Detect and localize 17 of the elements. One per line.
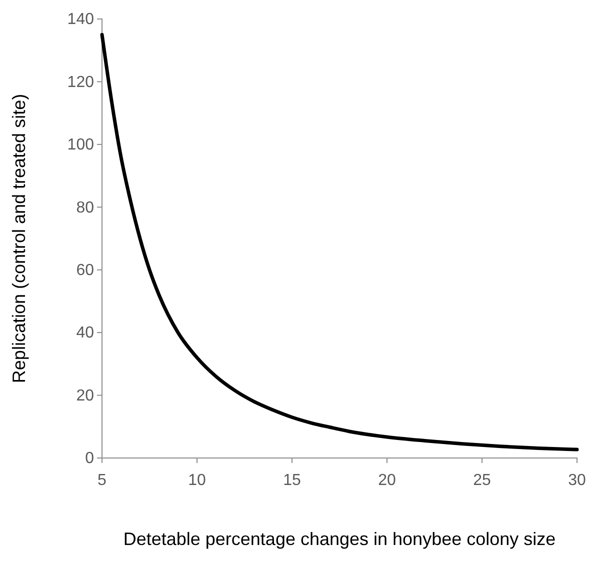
y-tick-label: 60 <box>76 262 94 279</box>
y-tick-label: 140 <box>67 11 94 28</box>
x-tick-label: 20 <box>378 472 396 490</box>
x-tick-label: 10 <box>188 472 206 490</box>
y-tick-label: 80 <box>76 199 94 216</box>
y-tick-label: 20 <box>76 387 94 404</box>
x-axis-title: Detetable percentage changes in honybee colony size <box>123 529 556 549</box>
y-tick-label: 100 <box>67 136 94 154</box>
y-tick-label: 0 <box>85 450 94 468</box>
y-axis-title: Replication (control and treated site) <box>9 94 29 384</box>
x-tick-label: 15 <box>283 472 301 490</box>
line-series <box>100 32 579 452</box>
y-tick-label: 120 <box>67 74 94 91</box>
x-tick-label: 25 <box>473 472 491 490</box>
x-tick-label: 5 <box>98 472 107 490</box>
x-tick-label: 30 <box>568 472 586 490</box>
y-tick-label: 40 <box>76 324 94 342</box>
